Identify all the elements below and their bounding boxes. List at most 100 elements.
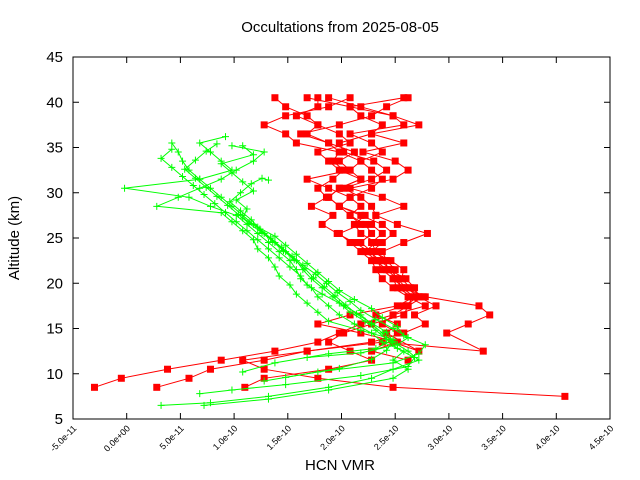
data-point bbox=[373, 257, 381, 265]
data-point bbox=[325, 184, 333, 192]
data-point bbox=[335, 121, 343, 129]
data-point bbox=[357, 193, 365, 201]
data-point bbox=[282, 103, 290, 111]
data-point bbox=[406, 284, 414, 292]
data-point bbox=[346, 139, 354, 147]
data-point bbox=[303, 347, 311, 355]
data-point bbox=[479, 347, 487, 355]
data-point bbox=[260, 356, 268, 364]
data-point bbox=[325, 139, 333, 147]
data-point bbox=[370, 157, 378, 165]
data-point bbox=[383, 346, 391, 354]
data-point bbox=[168, 163, 176, 171]
data-point bbox=[168, 139, 176, 147]
data-point bbox=[335, 202, 343, 210]
data-point bbox=[217, 356, 225, 364]
data-point bbox=[400, 239, 408, 247]
data-point bbox=[368, 175, 376, 183]
data-point bbox=[393, 329, 401, 337]
data-point bbox=[243, 205, 251, 213]
y-tick-label: 20 bbox=[46, 275, 63, 292]
data-point bbox=[357, 202, 365, 210]
data-point bbox=[282, 381, 290, 389]
data-point bbox=[378, 248, 386, 256]
data-point bbox=[314, 308, 322, 316]
data-point bbox=[314, 94, 322, 102]
data-point bbox=[378, 220, 386, 228]
data-point bbox=[393, 323, 401, 331]
data-point bbox=[303, 259, 311, 267]
data-point bbox=[275, 272, 283, 280]
data-point bbox=[372, 211, 380, 219]
data-point bbox=[228, 386, 236, 394]
data-point bbox=[303, 281, 311, 289]
data-point bbox=[385, 266, 393, 274]
data-point bbox=[282, 373, 290, 381]
data-point bbox=[232, 196, 240, 204]
data-point bbox=[389, 359, 397, 367]
x-tick-label: 3.5e-10 bbox=[479, 423, 508, 452]
data-point bbox=[368, 229, 376, 237]
data-point bbox=[329, 157, 337, 165]
data-point bbox=[254, 229, 262, 237]
data-point bbox=[258, 174, 266, 182]
data-point bbox=[378, 338, 386, 346]
x-tick-label: -5.0e-11 bbox=[48, 423, 78, 453]
data-point bbox=[335, 364, 343, 372]
data-point bbox=[398, 284, 406, 292]
data-point bbox=[314, 184, 322, 192]
data-point bbox=[561, 392, 569, 400]
data-point bbox=[361, 211, 369, 219]
data-point bbox=[415, 356, 423, 364]
data-point bbox=[206, 202, 214, 210]
data-point bbox=[368, 374, 376, 382]
data-point bbox=[404, 302, 412, 310]
data-point bbox=[264, 245, 272, 253]
x-tick-label: 4.5e-10 bbox=[587, 423, 616, 452]
data-point bbox=[383, 335, 391, 343]
data-point bbox=[475, 302, 483, 310]
data-point bbox=[368, 166, 376, 174]
data-point bbox=[389, 229, 397, 237]
data-point bbox=[224, 201, 232, 209]
x-tick-label: 1.0e-10 bbox=[211, 423, 240, 452]
data-point bbox=[372, 239, 380, 247]
data-point bbox=[368, 355, 376, 363]
data-point bbox=[314, 338, 322, 346]
data-point bbox=[335, 184, 343, 192]
data-point bbox=[217, 209, 225, 217]
data-point bbox=[372, 311, 380, 319]
data-point bbox=[249, 187, 257, 195]
data-point bbox=[400, 266, 408, 274]
data-point bbox=[402, 275, 410, 283]
data-point bbox=[357, 326, 365, 334]
data-point bbox=[342, 301, 350, 309]
data-point bbox=[206, 365, 214, 373]
data-point bbox=[368, 338, 376, 346]
data-point bbox=[378, 314, 386, 322]
data-point bbox=[303, 94, 311, 102]
data-point bbox=[368, 347, 376, 355]
data-point bbox=[314, 293, 322, 301]
data-point bbox=[174, 193, 182, 201]
data-point bbox=[346, 184, 354, 192]
data-point bbox=[325, 338, 333, 346]
data-point bbox=[372, 315, 380, 323]
data-point bbox=[241, 383, 249, 391]
data-point bbox=[432, 302, 440, 310]
y-tick-label: 40 bbox=[46, 94, 63, 111]
data-point bbox=[346, 103, 354, 111]
data-point bbox=[288, 252, 296, 260]
data-point bbox=[393, 341, 401, 349]
data-point bbox=[245, 220, 253, 228]
data-point bbox=[346, 94, 354, 102]
y-tick-label: 25 bbox=[46, 230, 63, 247]
data-point bbox=[325, 386, 333, 394]
data-point bbox=[391, 157, 399, 165]
data-point bbox=[256, 225, 264, 233]
data-point bbox=[191, 156, 199, 164]
data-point bbox=[378, 275, 386, 283]
data-point bbox=[292, 112, 300, 120]
data-point bbox=[260, 365, 268, 373]
data-point bbox=[239, 227, 247, 235]
